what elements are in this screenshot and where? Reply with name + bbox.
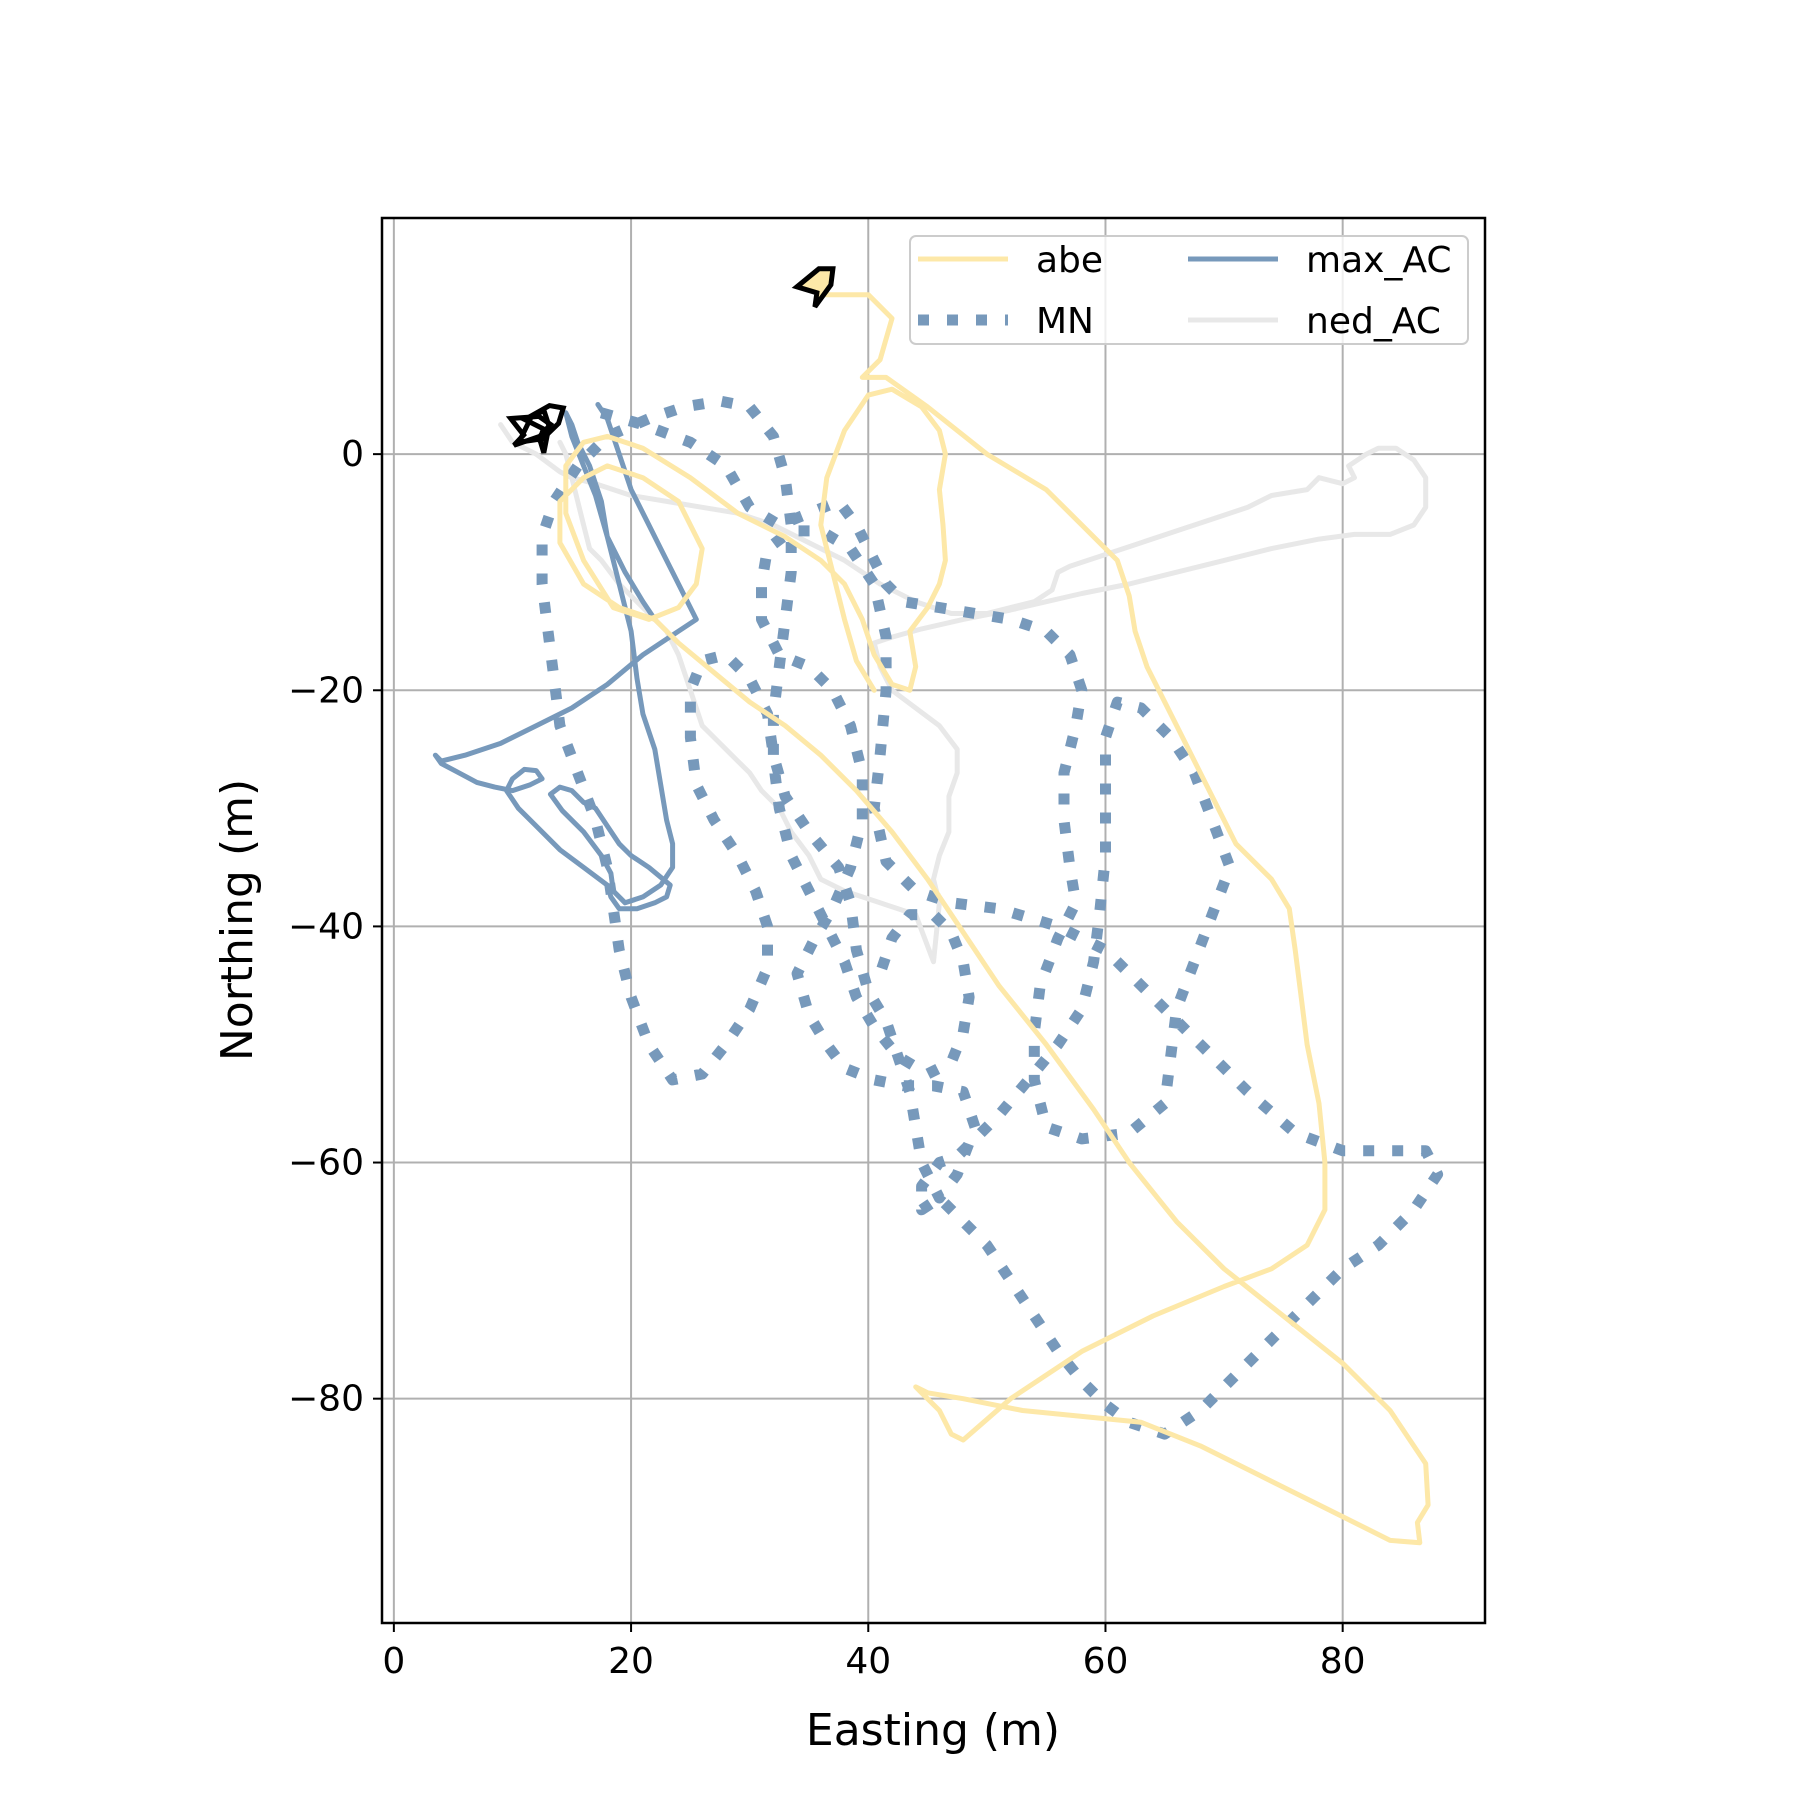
- start-marker-abe: [791, 266, 836, 309]
- series-layer: [432, 292, 1444, 1546]
- x-tick-label: 80: [1320, 1641, 1366, 1682]
- start-marker-layer: [505, 266, 836, 454]
- y-tick-label: −40: [288, 906, 364, 947]
- y-axis-label: Northing (m): [212, 779, 263, 1061]
- tick-layer: 0 20 40 60 80 0 −20 −40 −60 −80: [288, 434, 1366, 1682]
- start-marker-ned-ac: [505, 413, 555, 448]
- legend: abe MN max_AC ned_AC: [909, 235, 1469, 345]
- y-tick-label: −20: [288, 670, 364, 711]
- legend-box: [909, 235, 1469, 345]
- x-tick-label: 60: [1083, 1641, 1129, 1682]
- x-tick-label: 20: [608, 1641, 654, 1682]
- series-line-mn: [536, 395, 1444, 1440]
- x-tick-label: 40: [845, 1641, 891, 1682]
- y-tick-label: −80: [288, 1379, 364, 1420]
- series-line-ned-ac: [498, 422, 1429, 965]
- series-line-max-ac: [432, 402, 699, 912]
- x-tick-label: 0: [382, 1641, 405, 1682]
- legend-label-max-ac: max_AC: [1306, 240, 1452, 281]
- legend-label-mn: MN: [1036, 301, 1094, 342]
- legend-label-abe: abe: [1036, 240, 1103, 281]
- series-line-abe: [557, 292, 1431, 1546]
- y-tick-label: −60: [288, 1143, 364, 1184]
- x-axis-label: Easting (m): [806, 1705, 1060, 1756]
- legend-label-ned-ac: ned_AC: [1306, 301, 1441, 342]
- plot-frame: [380, 216, 1487, 1625]
- y-tick-label: 0: [341, 434, 364, 475]
